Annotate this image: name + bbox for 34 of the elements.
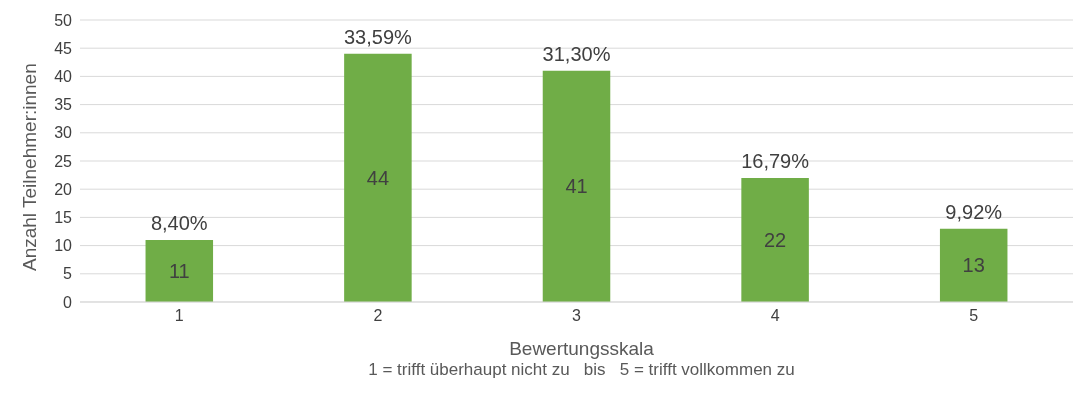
x-tick-label: 1 bbox=[174, 307, 184, 325]
x-tick-label: 4 bbox=[770, 307, 780, 325]
x-tick-label: 2 bbox=[373, 307, 383, 325]
annotation: 9,92% bbox=[945, 200, 1003, 223]
data-label: 13 bbox=[962, 254, 985, 277]
y-tick-label: 45 bbox=[54, 39, 73, 57]
annotation: 8,40% bbox=[150, 211, 208, 234]
bar bbox=[741, 177, 809, 302]
text: 1 = trifft überhaupt nicht zu bis 5 = trifft vollkommen zu bbox=[367, 360, 796, 380]
data-label: 11 bbox=[168, 260, 190, 283]
bar bbox=[344, 53, 412, 302]
y-tick-label: 10 bbox=[54, 237, 73, 255]
data-label: 22 bbox=[763, 229, 787, 252]
y-tick-label: 30 bbox=[54, 124, 73, 142]
bar bbox=[542, 70, 611, 302]
bar bbox=[145, 239, 214, 302]
y-tick-label: 50 bbox=[54, 11, 73, 29]
annotation: 31,30% bbox=[542, 42, 611, 65]
x-tick-label: 3 bbox=[572, 307, 582, 325]
x-axis-title: Bewertungsskala bbox=[508, 338, 655, 360]
y-tick-label: 20 bbox=[54, 180, 73, 198]
data-label: 41 bbox=[565, 175, 588, 198]
annotation: 16,79% bbox=[741, 149, 810, 172]
y-tick-label: 25 bbox=[54, 152, 73, 170]
bar bbox=[939, 228, 1008, 302]
x-tick-label: 5 bbox=[969, 307, 979, 325]
y-tick-label: 40 bbox=[54, 68, 73, 86]
y-tick-label: 0 bbox=[63, 293, 73, 311]
annotation: 33,59% bbox=[343, 25, 413, 48]
y-tick-label: 15 bbox=[54, 209, 73, 227]
y-tick-label: 35 bbox=[54, 96, 73, 114]
y-tick-label: 5 bbox=[63, 265, 73, 283]
data-label: 44 bbox=[366, 167, 390, 190]
y-axis-title: Anzahl Teilnehmer:innen bbox=[18, 63, 40, 271]
